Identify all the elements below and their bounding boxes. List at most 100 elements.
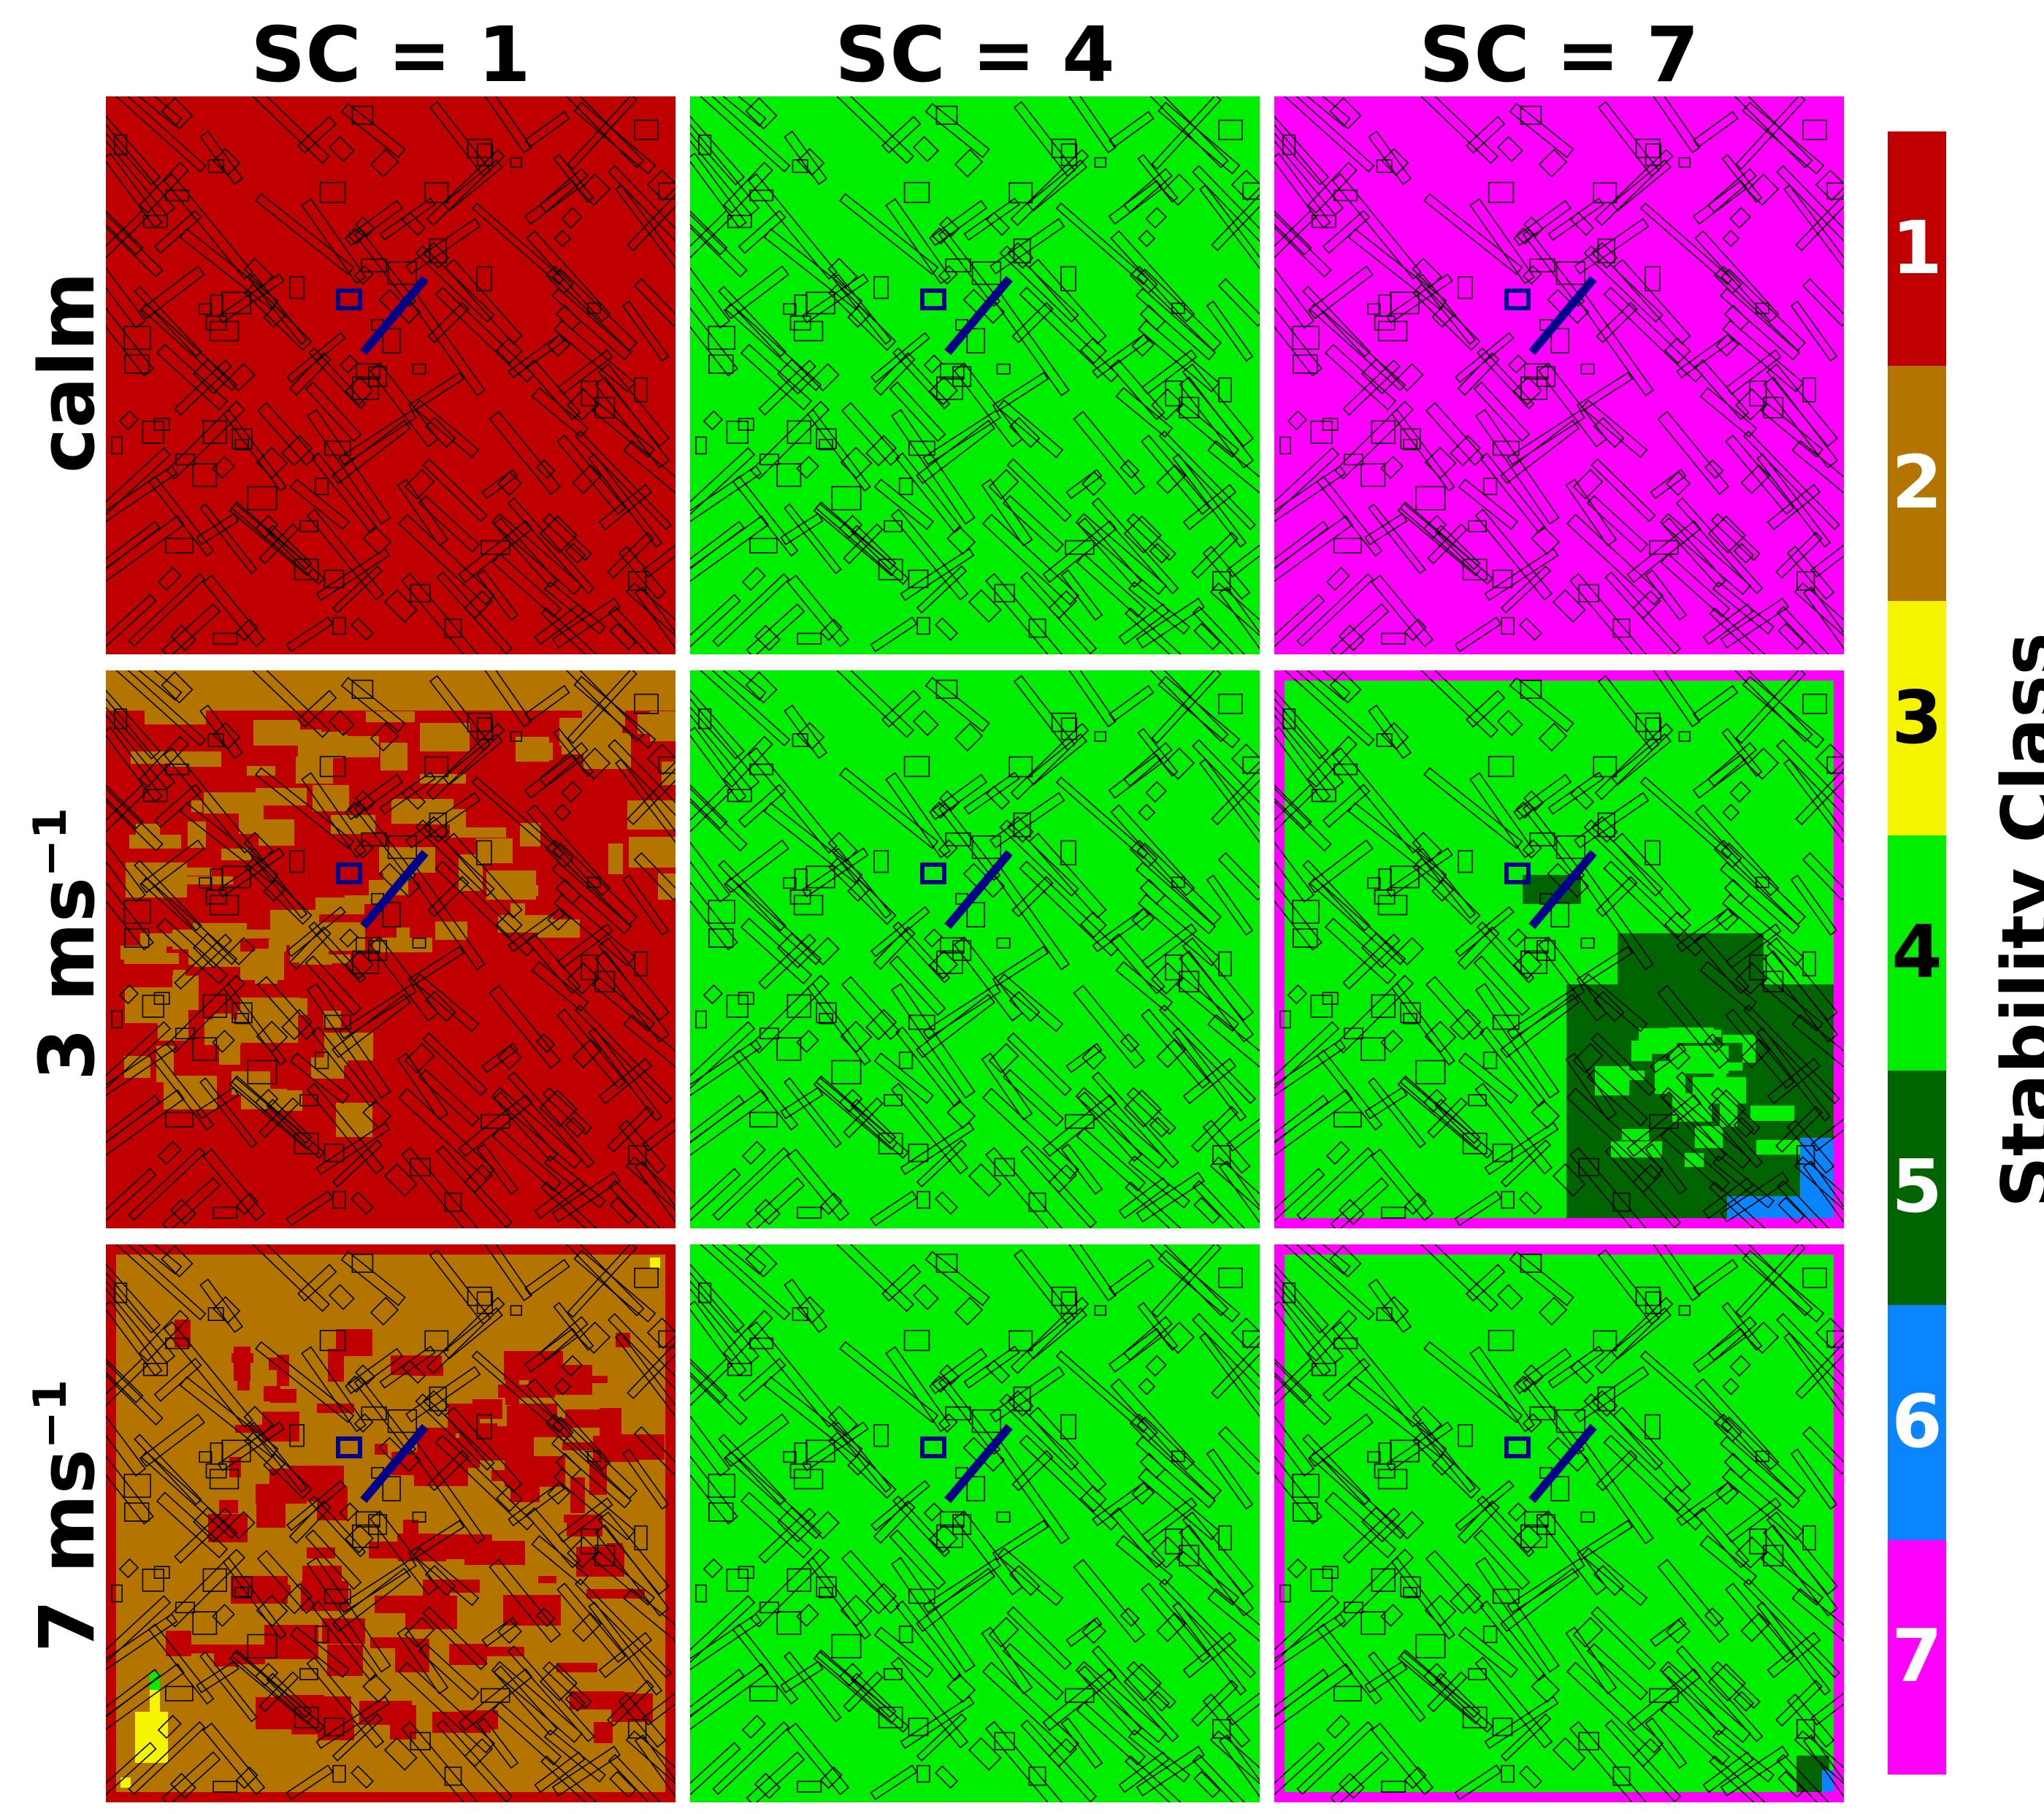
building-outline xyxy=(801,847,869,898)
building-outline xyxy=(415,819,495,897)
building-outline xyxy=(939,1511,965,1528)
building-outline xyxy=(1569,1147,1651,1228)
building-outline xyxy=(1790,874,1838,936)
building-outline xyxy=(1199,758,1260,860)
patch-class-2 xyxy=(259,819,294,846)
building-outline xyxy=(997,1547,1064,1607)
target-building-bar xyxy=(360,1423,429,1504)
building-outline xyxy=(1274,784,1312,830)
building-outline xyxy=(690,103,746,185)
building-outline xyxy=(865,1009,897,1041)
building-outline xyxy=(929,1524,958,1554)
building-outline xyxy=(873,276,889,299)
building-outline xyxy=(1110,1378,1195,1471)
building-outline xyxy=(885,772,951,859)
building-outline xyxy=(1733,1691,1755,1712)
building-outline xyxy=(424,182,449,204)
building-outline xyxy=(106,243,147,329)
building-outline xyxy=(1523,937,1549,954)
building-outline xyxy=(1371,574,1434,648)
building-outline xyxy=(163,1321,253,1428)
colorbar-segment-1 xyxy=(1888,131,1946,367)
building-outline xyxy=(199,503,258,575)
building-outline xyxy=(885,1346,951,1433)
building-outline xyxy=(1176,402,1240,458)
building-outline xyxy=(1591,1032,1656,1096)
building-outline xyxy=(491,1661,583,1743)
building-outline xyxy=(442,1307,503,1360)
building-outline xyxy=(1591,1606,1656,1670)
building-outline xyxy=(929,376,958,406)
building-outline xyxy=(308,921,367,984)
building-outline xyxy=(314,478,329,495)
building-outline xyxy=(796,1604,819,1627)
building-outline xyxy=(319,756,346,778)
building-outline xyxy=(1109,359,1165,421)
building-outline xyxy=(542,1087,592,1136)
building-outline xyxy=(1171,876,1185,889)
building-outline xyxy=(1477,347,1535,410)
patch-class-2 xyxy=(635,805,658,822)
building-outline xyxy=(508,908,565,953)
building-outline xyxy=(1458,850,1473,873)
building-outline xyxy=(467,1286,492,1306)
building-outline xyxy=(1802,278,1844,327)
building-outline xyxy=(249,96,330,164)
building-outline xyxy=(1725,435,1795,516)
building-outline xyxy=(1051,712,1076,732)
building-outline xyxy=(690,118,760,216)
row-label-3ms: 3 ms−1 xyxy=(23,808,112,1081)
building-outline xyxy=(1172,453,1247,548)
building-outline xyxy=(106,118,176,216)
building-outline xyxy=(1307,735,1358,788)
building-outline xyxy=(221,291,251,315)
building-outline xyxy=(572,464,602,494)
building-outline xyxy=(1230,743,1260,776)
building-outline xyxy=(1458,276,1473,299)
building-outline xyxy=(754,1198,781,1225)
building-outline xyxy=(1092,334,1149,379)
building-outline xyxy=(1496,1284,1523,1310)
building-outline xyxy=(1604,1145,1682,1228)
patch-class-1 xyxy=(594,1722,613,1743)
building-outline xyxy=(618,1694,667,1748)
building-outline xyxy=(1131,907,1155,931)
building-outline xyxy=(543,1155,606,1209)
building-outline xyxy=(1537,362,1607,448)
building-outline xyxy=(1802,1160,1844,1228)
building-outline xyxy=(1676,334,1734,379)
building-outline xyxy=(551,1171,621,1223)
building-outline xyxy=(994,1157,1015,1176)
building-outline xyxy=(1055,1350,1149,1434)
building-outline xyxy=(1073,410,1146,495)
building-outline xyxy=(255,193,355,275)
building-outline xyxy=(1226,536,1260,578)
building-outline xyxy=(369,362,439,448)
building-outline xyxy=(382,328,401,353)
building-outline xyxy=(567,1244,638,1318)
building-outline xyxy=(1715,1481,1739,1505)
building-outline xyxy=(1729,207,1751,229)
building-outline xyxy=(690,1742,741,1796)
building-outline xyxy=(1403,1013,1417,1025)
building-outline xyxy=(1721,1301,1763,1351)
building-outline xyxy=(939,363,965,380)
building-outline xyxy=(315,1122,391,1176)
building-outline xyxy=(263,1453,286,1476)
building-outline xyxy=(1334,974,1415,1054)
building-outline xyxy=(1639,776,1733,860)
building-outline xyxy=(1776,1179,1832,1228)
building-outline xyxy=(1707,742,1757,787)
building-outline xyxy=(690,1358,728,1404)
building-outline xyxy=(813,1650,898,1725)
building-outline xyxy=(588,453,663,548)
building-outline xyxy=(708,1502,734,1522)
building-outline xyxy=(354,790,376,811)
building-outline xyxy=(1137,320,1220,393)
building-outline xyxy=(1417,96,1498,164)
building-outline xyxy=(1552,1737,1586,1771)
building-outline xyxy=(1151,1244,1222,1318)
building-outline xyxy=(1055,776,1149,860)
building-outline xyxy=(936,1524,963,1548)
building-outline xyxy=(314,1626,329,1643)
